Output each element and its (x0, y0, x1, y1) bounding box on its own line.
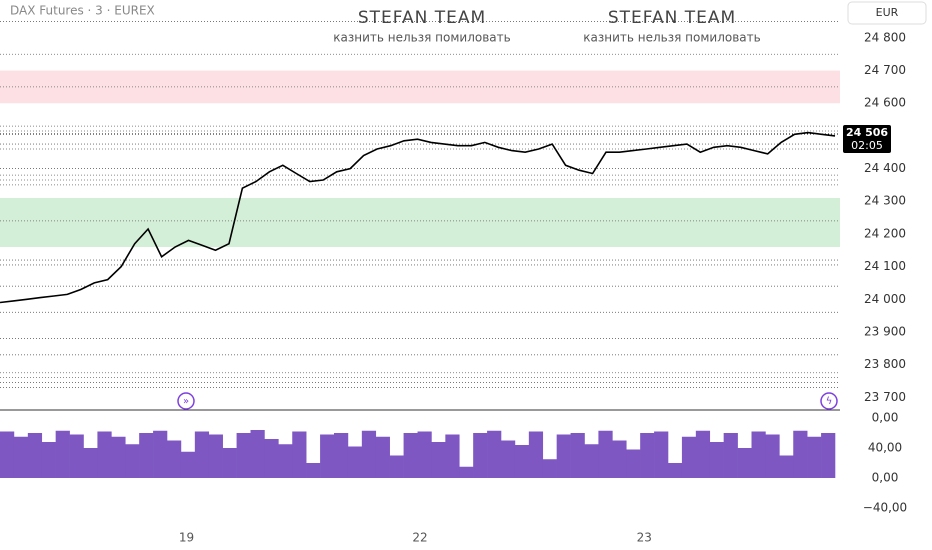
osc-bar (640, 432, 655, 478)
currency-button[interactable] (847, 1, 927, 25)
y-tick-label: 24 300 (864, 194, 906, 208)
osc-bar (264, 438, 279, 478)
osc-bar (612, 440, 627, 478)
osc-bar (681, 436, 697, 478)
osc-bar (501, 440, 516, 478)
replay-icon[interactable] (177, 392, 195, 410)
osc-bar (695, 430, 711, 478)
osc-bar (208, 434, 223, 478)
osc-bar (0, 431, 15, 478)
osc-bar (41, 441, 56, 478)
osc-bar (556, 434, 571, 478)
osc-bar (320, 434, 335, 478)
osc-bar (668, 462, 683, 478)
y-tick-label: 23 700 (864, 390, 906, 404)
osc-bar (487, 430, 502, 478)
watermark: STEFAN TEAM (608, 8, 736, 28)
osc-bar (431, 441, 446, 478)
osc-bar (167, 440, 182, 478)
osc-bar (709, 441, 724, 478)
osc-bar (765, 434, 780, 478)
osc-bar (417, 431, 432, 478)
osc-bar (27, 432, 43, 478)
osc-bar (250, 429, 265, 478)
osc-bar (361, 430, 377, 478)
countdown: 02:05 (851, 139, 883, 152)
osc-bar (570, 432, 585, 478)
watermark: STEFAN TEAM (358, 8, 486, 28)
watermark-subtitle: казнить нельзя помиловать (583, 31, 760, 45)
last-price-box (843, 124, 891, 153)
osc-tick-label: 0,00 (872, 470, 899, 484)
osc-bar (278, 444, 293, 478)
osc-bar (236, 432, 251, 478)
osc-bar (125, 444, 140, 478)
osc-bar (751, 431, 766, 478)
separator-label: 0,00 (872, 411, 899, 425)
alert-icon-glyph: ϟ (826, 396, 833, 407)
osc-bar (347, 446, 363, 478)
y-tick-label: 24 400 (864, 161, 906, 175)
osc-tick-label: −40,00 (863, 500, 907, 514)
y-tick-label: 23 900 (864, 324, 906, 338)
osc-bar (528, 431, 544, 478)
y-tick-label: 24 100 (864, 259, 906, 273)
osc-bar (793, 430, 808, 478)
y-tick-label: 23 800 (864, 357, 906, 371)
y-tick-label: 24 800 (864, 30, 906, 44)
osc-bar (97, 431, 112, 478)
last-price-label: 24 506 (846, 126, 888, 139)
osc-bar (389, 455, 404, 478)
y-tick-label: 24 600 (864, 96, 906, 110)
watermark-subtitle: казнить нельзя помиловать (333, 31, 510, 45)
osc-bar (403, 432, 418, 478)
y-tick-label: 24 000 (864, 292, 906, 306)
zone (0, 197, 840, 247)
osc-bar (69, 434, 84, 478)
osc-bar (459, 466, 474, 478)
osc-bar (779, 455, 794, 478)
symbol: DAX Futures · 3 · EUREX (10, 4, 155, 18)
osc-bar (194, 431, 210, 478)
price-line (0, 131, 836, 304)
osc-bar (445, 434, 460, 478)
osc-bar (821, 432, 836, 478)
currency[interactable]: EUR (876, 6, 899, 19)
osc-tick-label: 40,00 (868, 440, 902, 454)
y-tick-label: 24 700 (864, 63, 906, 77)
alert-icon[interactable] (820, 392, 838, 410)
x-tick-label: 22 (412, 531, 427, 545)
osc-bar (723, 432, 738, 478)
osc-bar (737, 447, 752, 478)
osc-bar (13, 436, 29, 478)
osc-bar (83, 447, 98, 478)
osc-bar (584, 444, 599, 478)
x-tick-label: 19 (179, 531, 194, 545)
osc-bar (473, 432, 488, 478)
osc-bar (542, 459, 557, 478)
osc-bar (55, 430, 70, 478)
replay-icon-glyph: » (183, 396, 189, 407)
osc-bar (306, 462, 321, 478)
x-tick-label: 23 (637, 531, 652, 545)
y-tick-label: 24 200 (864, 226, 906, 240)
osc-bar (514, 444, 530, 478)
osc-bar (222, 447, 237, 478)
osc-bar (180, 451, 196, 478)
osc-bar (334, 432, 349, 478)
osc-bar (111, 436, 126, 478)
osc-bar (375, 436, 390, 478)
osc-bar (807, 436, 822, 478)
osc-bar (292, 431, 307, 478)
osc-bar (598, 430, 613, 478)
osc-bar (139, 432, 154, 478)
osc-bar (654, 431, 669, 478)
osc-bar (626, 449, 641, 478)
osc-bar (153, 430, 168, 478)
